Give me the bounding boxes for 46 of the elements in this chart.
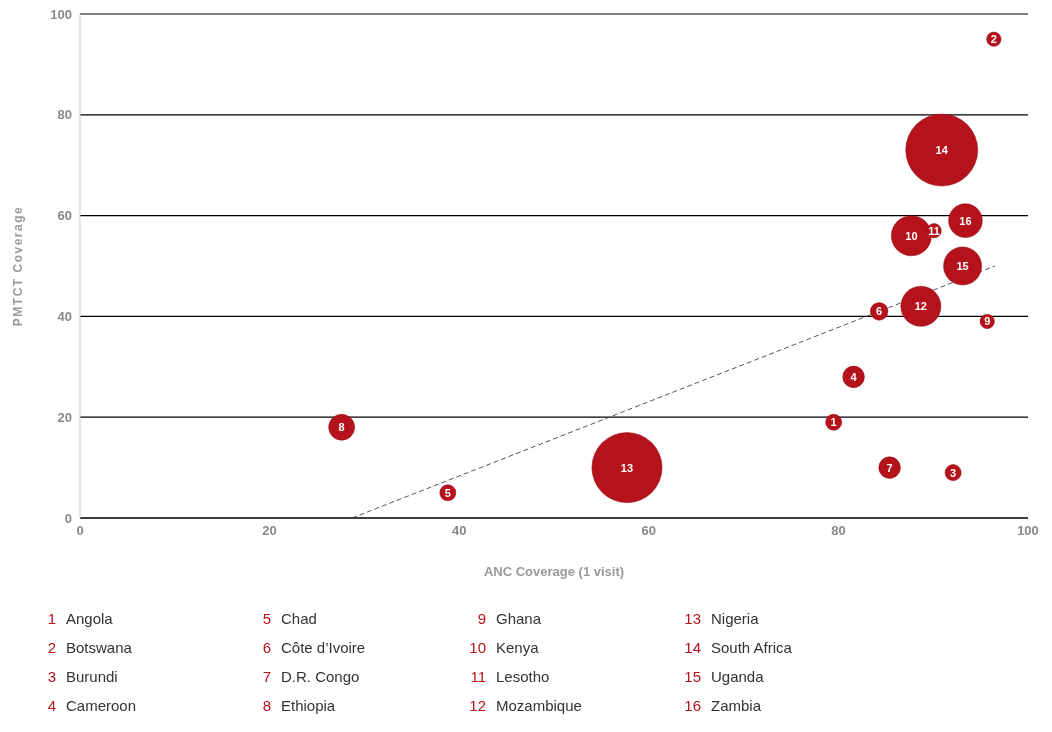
annotation: 8 — [338, 421, 345, 434]
text: 10 Kenya — [468, 639, 539, 656]
y-tick-label: 100 — [50, 6, 72, 22]
text: 12 Mozambique — [468, 697, 582, 714]
annotation: 7 — [886, 461, 893, 474]
text: 8 Ethiopia — [261, 697, 336, 714]
text: 1 Angola — [46, 610, 113, 627]
text: 9 Ghana — [476, 610, 542, 627]
x-tick-label: 40 — [451, 523, 467, 539]
text: 7 D.R. Congo — [261, 668, 360, 685]
x-axis-title: ANC Coverage (1 visit) — [483, 564, 625, 579]
annotation: 6 — [876, 305, 883, 318]
x-tick-label: 100 — [1017, 523, 1039, 539]
annotation: 1 — [830, 416, 837, 429]
annotation: 3 — [950, 466, 957, 479]
x-tick-label: 60 — [641, 523, 657, 539]
text: 13 Nigeria — [683, 610, 759, 627]
text: 15 Uganda — [683, 668, 764, 685]
y-tick-label: 20 — [57, 409, 72, 425]
text: 3 Burundi — [46, 668, 118, 685]
text: 5 Chad — [261, 610, 317, 627]
x-tick-label: 80 — [831, 523, 846, 539]
text: 11 Lesotho — [469, 668, 550, 685]
annotation: 15 — [956, 259, 969, 272]
text: 6 Côte d’Ivoire — [261, 639, 366, 656]
annotation: 5 — [444, 486, 451, 499]
annotation: 9 — [984, 315, 991, 328]
text: 14 South Africa — [683, 639, 792, 656]
annotation: 2 — [990, 33, 997, 46]
y-tick-label: 60 — [57, 208, 72, 224]
text: 4 Cameroon — [46, 697, 137, 714]
annotation: 14 — [935, 143, 949, 156]
annotation: 10 — [905, 229, 918, 242]
annotation: 4 — [850, 370, 858, 383]
text: 2 Botswana — [46, 639, 132, 656]
annotation: 13 — [620, 461, 634, 474]
y-tick-label: 0 — [64, 510, 72, 526]
annotation: 16 — [959, 214, 972, 227]
annotation: 12 — [914, 300, 927, 313]
x-tick-label: 20 — [262, 523, 277, 539]
y-tick-label: 80 — [57, 107, 72, 123]
x-tick-label: 0 — [76, 523, 84, 539]
y-axis-title: PMTCT Coverage — [11, 205, 26, 327]
y-tick-label: 40 — [57, 309, 72, 325]
annotation: 11 — [928, 224, 940, 237]
text: 16 Zambia — [683, 697, 762, 714]
